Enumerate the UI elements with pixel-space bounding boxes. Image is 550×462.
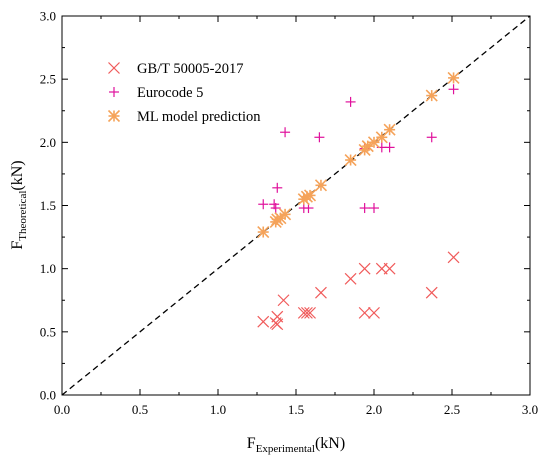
marker-stroke: [257, 315, 270, 328]
gbt-point: [425, 286, 438, 299]
y-tick-label: 1.0: [40, 261, 56, 276]
marker-stroke: [297, 306, 310, 319]
gbt-point: [257, 315, 270, 328]
legend-marker-eurocode: [109, 87, 119, 97]
y-tick-label: 2.0: [40, 135, 56, 150]
legend-marker-ml: [107, 109, 121, 123]
y-axis-title-sub: Theoretical: [17, 191, 29, 241]
marker-stroke: [108, 62, 120, 74]
marker-stroke: [383, 123, 396, 136]
legend-label-eurocode: Eurocode 5: [137, 85, 203, 101]
eurocode-point: [314, 132, 325, 143]
ml-point: [257, 225, 270, 239]
legend: GB/T 50005-2017 Eurocode 5 ML model pred…: [107, 61, 261, 125]
eurocode-point: [272, 182, 283, 193]
marker-stroke: [425, 89, 438, 102]
marker-stroke: [315, 286, 327, 299]
gbt-point: [304, 306, 316, 319]
marker-stroke: [107, 109, 121, 123]
marker-stroke: [367, 136, 381, 149]
legend-markers: [107, 62, 121, 123]
legend-label-ml: ML model prediction: [137, 109, 261, 125]
eurocode-point: [384, 142, 395, 153]
y-axis-title-main: F: [9, 241, 26, 250]
x-axis-title-sub: Experimental: [256, 443, 315, 455]
marker-stroke: [358, 306, 371, 319]
gbt-point: [315, 286, 327, 299]
y-tick-label: 1.5: [40, 198, 56, 213]
eurocode-point: [359, 203, 370, 214]
marker-stroke: [303, 189, 317, 202]
gbt-point: [358, 262, 371, 275]
gbt-point: [297, 306, 310, 319]
eurocode-point: [258, 199, 269, 210]
marker-stroke: [425, 286, 438, 299]
marker-stroke: [300, 306, 313, 319]
gbt-point: [300, 306, 313, 319]
marker-stroke: [277, 294, 290, 307]
eurocode-point: [280, 127, 291, 138]
ml-point: [303, 189, 317, 202]
marker-stroke: [257, 225, 270, 239]
x-tick-label: 2.0: [366, 402, 382, 417]
gbt-point: [447, 251, 460, 264]
eurocode-point: [448, 84, 459, 95]
x-axis-title-main: F: [247, 435, 256, 452]
gbt-point: [344, 272, 357, 285]
marker-stroke: [358, 262, 371, 275]
marker-stroke: [304, 306, 316, 319]
ml-point: [279, 208, 292, 221]
data-markers: [257, 71, 460, 331]
x-tick-label: 1.5: [288, 402, 304, 417]
marker-stroke: [279, 208, 292, 221]
gbt-point: [383, 262, 396, 275]
gbt-point: [368, 306, 380, 319]
y-tick-label: 0.0: [40, 388, 56, 403]
y-axis-title: FTheoretical(kN): [9, 160, 29, 249]
legend-marker-gbt: [108, 62, 120, 74]
x-axis-title-unit: (kN): [315, 435, 345, 452]
legend-label-gbt: GB/T 50005-2017: [137, 61, 243, 77]
ml-point: [314, 179, 328, 192]
eurocode-point: [369, 203, 379, 214]
x-tick-label: 2.5: [444, 402, 460, 417]
y-tick-label: 0.5: [40, 324, 56, 339]
ml-point: [383, 123, 396, 136]
marker-stroke: [447, 251, 460, 264]
gbt-point: [271, 310, 284, 323]
marker-stroke: [344, 272, 357, 285]
marker-stroke: [383, 262, 396, 275]
eurocode-point: [270, 203, 281, 214]
ml-point: [425, 89, 438, 102]
ml-point: [447, 71, 460, 84]
x-tick-label: 0.0: [54, 402, 70, 417]
x-tick-label: 1.0: [210, 402, 226, 417]
eurocode-point: [345, 96, 356, 107]
y-tick-label: 2.5: [40, 72, 56, 87]
marker-stroke: [344, 153, 357, 167]
eurocode-point: [426, 132, 437, 143]
y-tick-label: 3.0: [40, 9, 56, 24]
marker-stroke: [368, 306, 380, 319]
x-axis-title: FExperimental(kN): [247, 435, 345, 455]
x-tick-label: 3.0: [522, 402, 538, 417]
ml-point: [344, 153, 357, 167]
marker-stroke: [447, 71, 460, 84]
axis-ticks: [61, 15, 531, 396]
reference-line-y-equals-x: [61, 15, 531, 396]
axis-tick-labels: 0.0 0.5 1.0 1.5 2.0 2.5 3.0 0.0 0.5 1.0 1.5 2.0 2.5 3…: [40, 9, 538, 418]
x-tick-label: 0.5: [132, 402, 148, 417]
marker-stroke: [271, 310, 284, 323]
marker-stroke: [314, 179, 328, 192]
gbt-point: [277, 294, 290, 307]
y-axis-title-unit: (kN): [9, 160, 26, 190]
gbt-point: [358, 306, 371, 319]
